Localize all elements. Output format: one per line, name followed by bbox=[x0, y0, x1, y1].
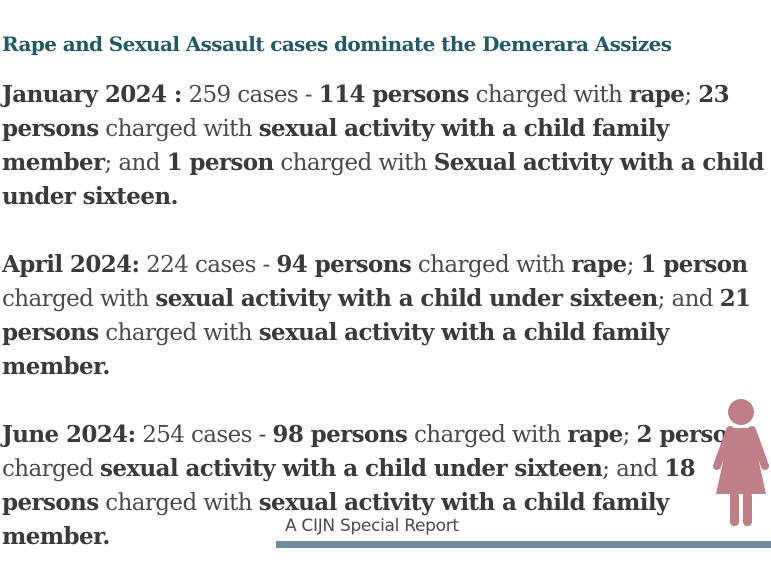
report-april: April 2024: 224 cases - 94 persons charg… bbox=[2, 251, 751, 380]
report-june: June 2024: 254 cases - 98 persons charge… bbox=[2, 421, 757, 550]
page-title: Rape and Sexual Assault cases dominate t… bbox=[2, 32, 672, 56]
date-label: June 2024: bbox=[2, 421, 136, 448]
footer-label: A CIJN Special Report bbox=[285, 516, 459, 536]
footer-bar bbox=[276, 541, 771, 548]
report-january: January 2024 : 259 cases - 114 persons c… bbox=[2, 81, 764, 210]
date-label: January 2024 : bbox=[2, 81, 182, 108]
woman-figure-icon bbox=[713, 399, 769, 526]
date-label: April 2024: bbox=[2, 251, 140, 278]
